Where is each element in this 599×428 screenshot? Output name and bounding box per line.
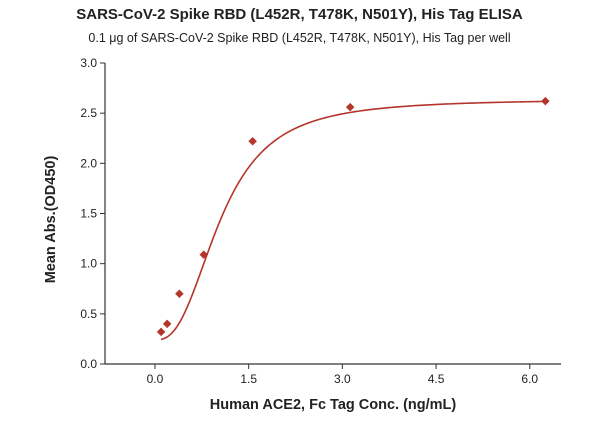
y-axis-label: Mean Abs.(OD450): [43, 156, 59, 284]
data-point: [175, 289, 184, 299]
x-axis-ticks: 0.0 1.5 3.0 4.5 6.0: [147, 364, 538, 386]
fit-curve-layer: [160, 100, 546, 341]
data-points: [156, 96, 550, 337]
x-tick-label: 6.0: [521, 372, 538, 386]
data-point: [541, 96, 550, 106]
x-tick-label: 1.5: [240, 372, 257, 386]
data-point: [199, 250, 209, 259]
y-tick-label: 3.0: [80, 56, 97, 70]
y-tick-label: 1.5: [80, 207, 97, 221]
y-tick-label: 1.0: [80, 257, 97, 271]
x-axis-label: Human ACE2, Fc Tag Conc. (ng/mL): [210, 397, 457, 413]
y-tick-label: 0.0: [80, 357, 97, 371]
y-tick-label: 2.5: [80, 106, 97, 120]
chart-subtitle: 0.1 μg of SARS-CoV-2 Spike RBD (L452R, T…: [88, 31, 511, 45]
data-point: [162, 319, 172, 329]
data-point: [248, 136, 257, 146]
axes: [104, 63, 561, 365]
y-tick-label: 2.0: [80, 156, 97, 170]
data-point: [345, 102, 355, 112]
x-tick-label: 3.0: [334, 372, 351, 386]
y-axis-ticks: 0.0 0.5 1.0 1.5 2.0 2.5 3.0: [80, 56, 105, 371]
x-tick-label: 4.5: [428, 372, 445, 386]
data-point: [156, 327, 166, 337]
fit-curve: [160, 100, 546, 341]
x-tick-label: 0.0: [147, 372, 164, 386]
y-tick-label: 0.5: [80, 307, 97, 321]
chart-title: SARS-CoV-2 Spike RBD (L452R, T478K, N501…: [76, 6, 523, 23]
